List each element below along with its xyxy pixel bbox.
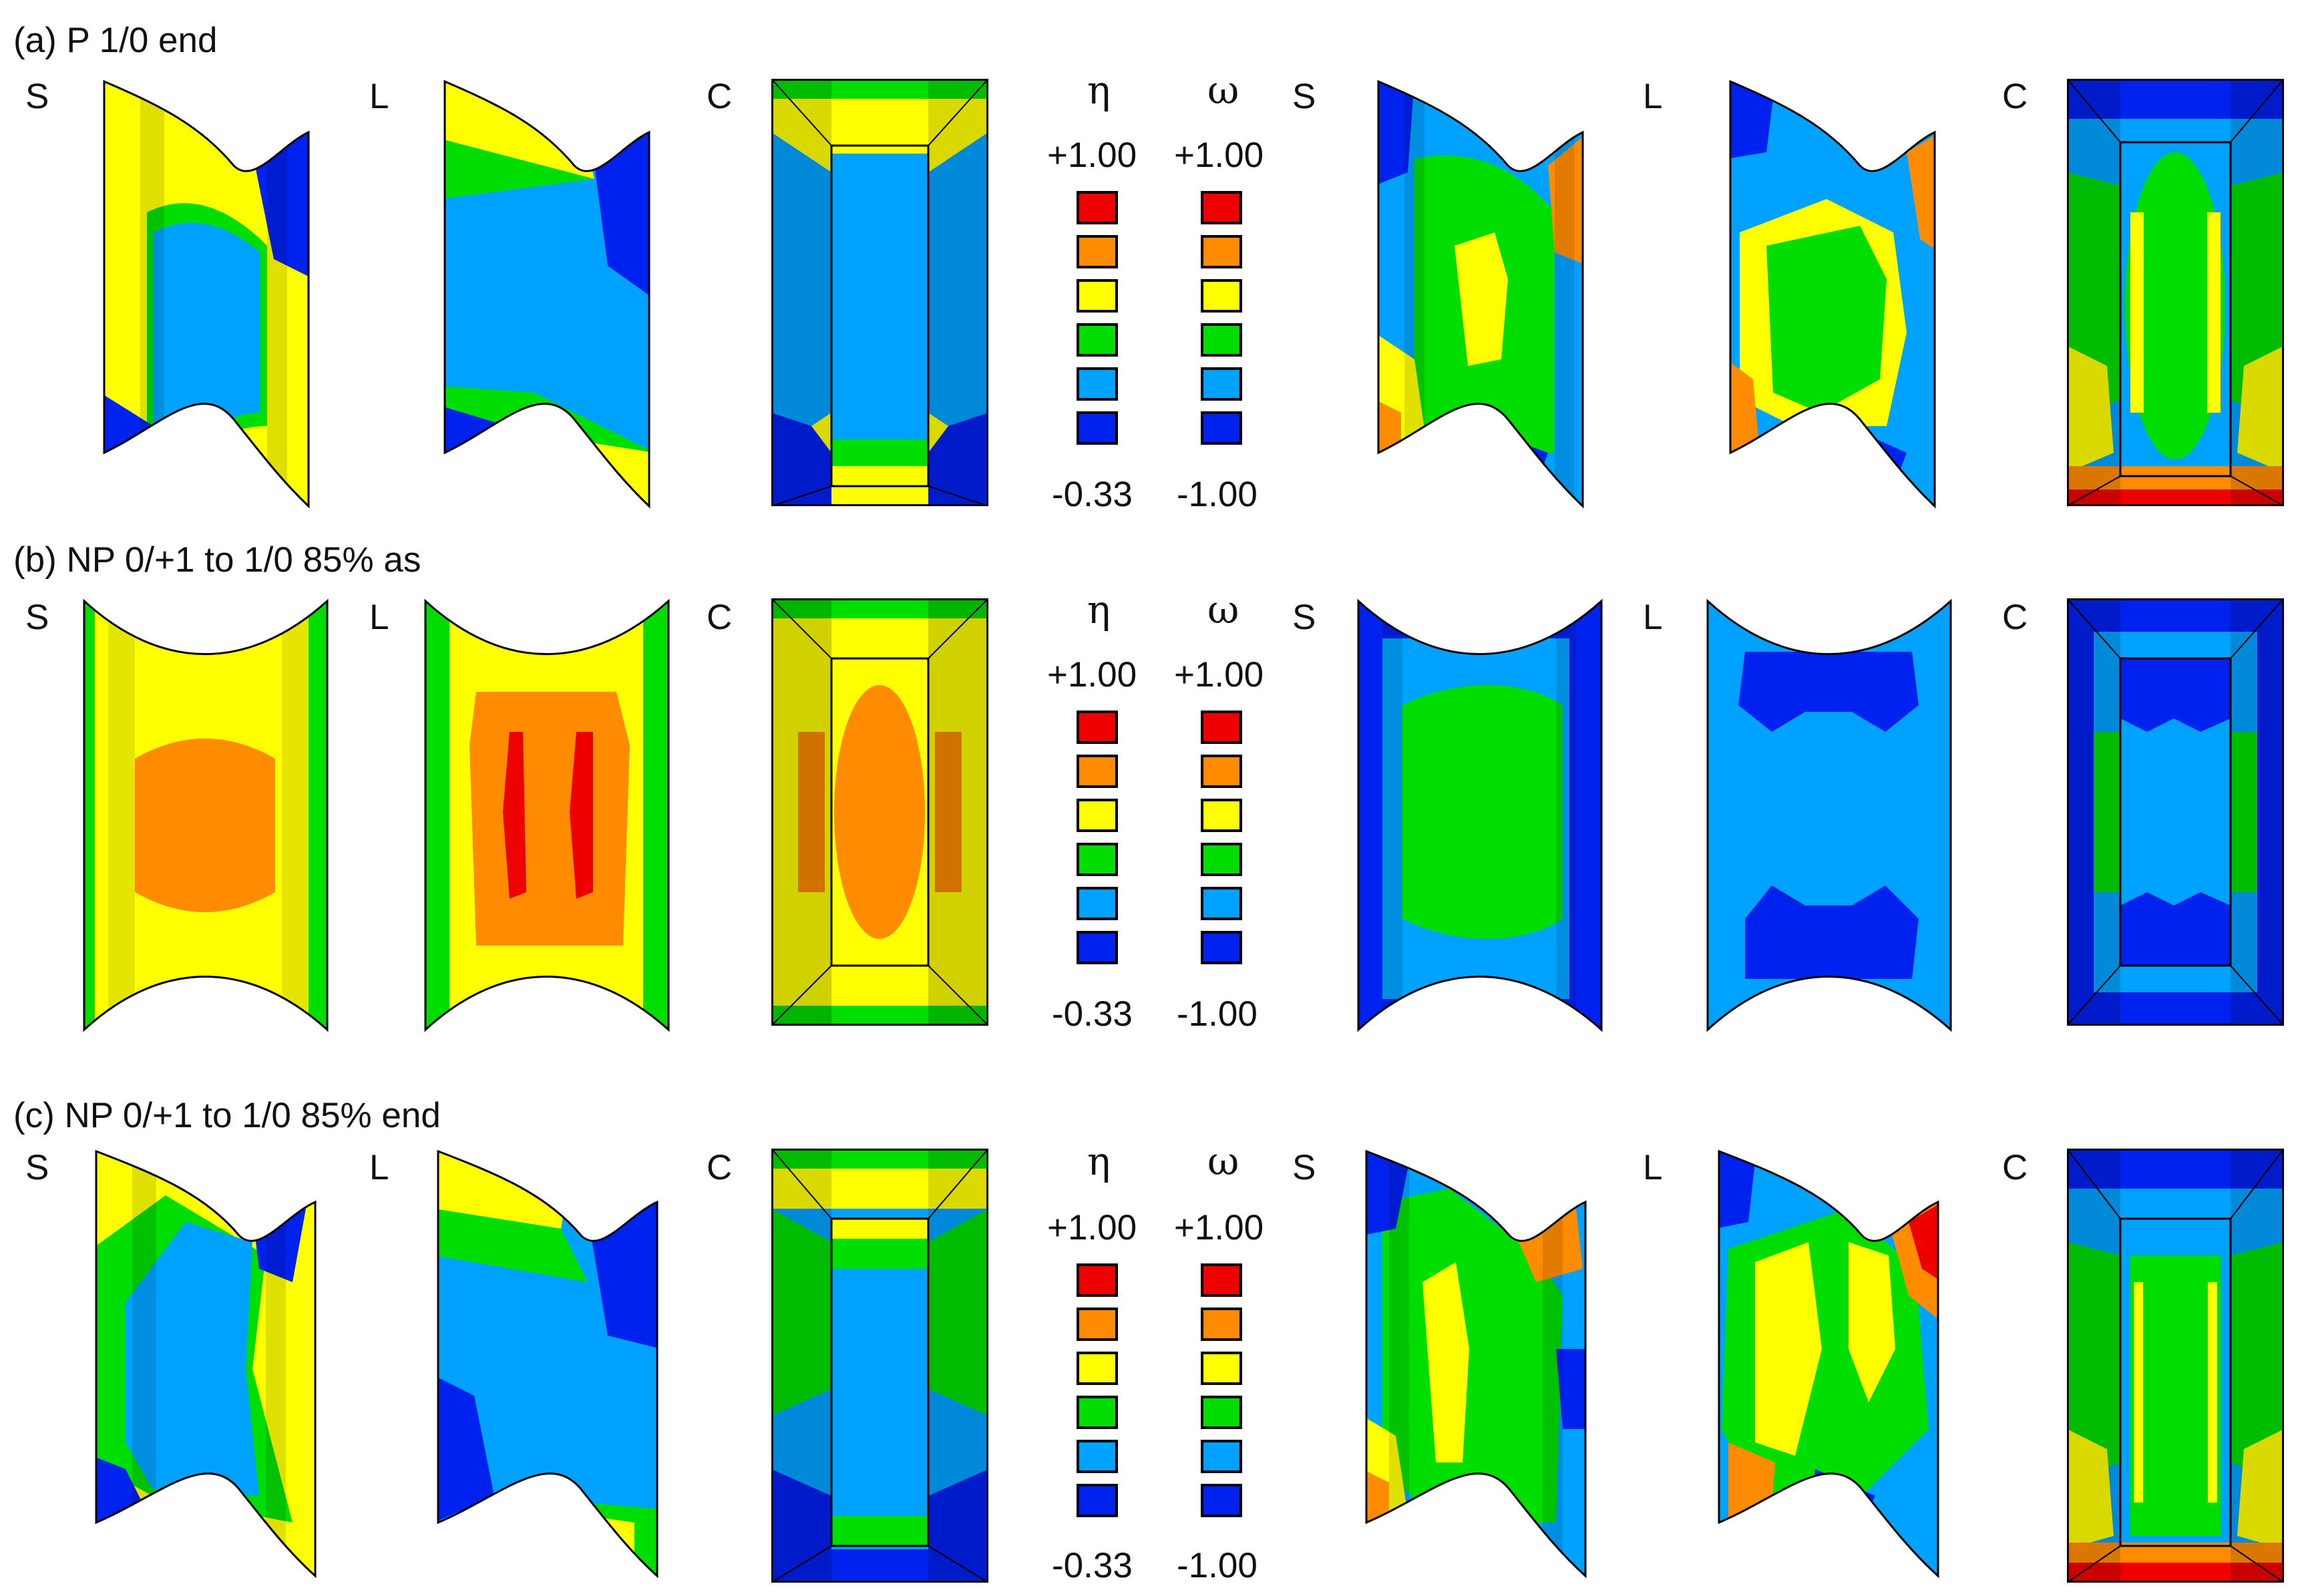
row-b-eta-l-contour (424, 598, 670, 1032)
row-c-omega-swatch-1 (1201, 1263, 1242, 1297)
row-a-omega-s-contour (1377, 79, 1584, 509)
row-b-eta-swatch-3 (1077, 799, 1118, 832)
row-c-eta-l-label: L (369, 1148, 389, 1187)
row-b-eta-swatch-1 (1077, 711, 1118, 744)
row-b-eta-min: -0.33 (1052, 994, 1133, 1034)
row-c-omega-l-contour (1718, 1149, 1939, 1579)
row-b-omega-swatch-2 (1201, 755, 1242, 788)
row-a-eta-swatch-3 (1077, 279, 1118, 313)
row-c-omega-swatch-6 (1201, 1484, 1242, 1517)
row-c-omega-min: -1.00 (1177, 1546, 1258, 1585)
row-a-omega-swatch-4 (1201, 323, 1242, 357)
row-c-omega-max: +1.00 (1174, 1208, 1264, 1247)
row-a-eta-swatch-5 (1077, 367, 1118, 401)
row-a-eta-c-label: C (707, 77, 733, 116)
row-c-omega-legend-symbol: ω (1207, 1139, 1239, 1184)
row-b-eta-s-contour (83, 598, 329, 1032)
row-b-omega-s-contour (1357, 598, 1603, 1032)
row-c-eta-min: -0.33 (1052, 1546, 1133, 1585)
row-a-omega-swatch-2 (1201, 235, 1242, 268)
row-a-eta-legend-symbol: η (1087, 67, 1111, 113)
row-a-omega-l-contour (1729, 79, 1936, 509)
row-a-omega-c-contour (2067, 79, 2284, 506)
row-c-omega-s-label: S (1292, 1148, 1316, 1187)
row-a-omega-swatch-3 (1201, 279, 1242, 313)
row-a-omega-l-label: L (1643, 77, 1663, 116)
row-a-eta-l-contour (443, 79, 650, 509)
row-a-eta-swatch-4 (1077, 323, 1118, 357)
row-b-omega-swatch-4 (1201, 843, 1242, 876)
row-c-eta-swatch-3 (1077, 1352, 1118, 1385)
row-b-omega-swatch-1 (1201, 711, 1242, 744)
row-b-omega-min: -1.00 (1177, 994, 1258, 1034)
row-b-omega-c-label: C (2002, 598, 2028, 637)
row-c-eta-max: +1.00 (1047, 1208, 1137, 1247)
row-c-eta-legend-symbol: η (1087, 1139, 1111, 1184)
row-b-omega-swatch-6 (1201, 931, 1242, 964)
row-b-omega-c-contour (2067, 598, 2284, 1026)
row-c-title: (c) NP 0/+1 to 1/0 85% end (13, 1096, 441, 1135)
row-a-eta-swatch-2 (1077, 235, 1118, 268)
row-c-eta-swatch-6 (1077, 1484, 1118, 1517)
row-c-omega-swatch-3 (1201, 1352, 1242, 1385)
row-a-title: (a) P 1/0 end (13, 21, 218, 60)
row-c-eta-swatch-4 (1077, 1396, 1118, 1429)
row-a-omega-max: +1.00 (1174, 136, 1264, 175)
row-b-eta-l-label: L (369, 598, 389, 637)
row-b-eta-legend-symbol: η (1087, 587, 1111, 632)
row-c-eta-c-contour (771, 1149, 988, 1583)
row-c-eta-c-label: C (707, 1148, 733, 1187)
row-b-eta-c-label: C (707, 598, 733, 637)
row-a-eta-swatch-1 (1077, 191, 1118, 224)
row-b-omega-swatch-3 (1201, 799, 1242, 832)
row-b-eta-swatch-6 (1077, 931, 1118, 964)
row-c-omega-s-contour (1365, 1149, 1587, 1579)
row-b-omega-max: +1.00 (1174, 655, 1264, 694)
row-b-omega-s-label: S (1292, 598, 1316, 637)
row-b-title: (b) NP 0/+1 to 1/0 85% as (13, 540, 421, 580)
row-c-eta-s-contour (95, 1149, 317, 1579)
row-c-eta-s-label: S (25, 1148, 49, 1187)
row-c-eta-swatch-1 (1077, 1263, 1118, 1297)
row-b-eta-swatch-4 (1077, 843, 1118, 876)
row-c-eta-swatch-5 (1077, 1440, 1118, 1473)
row-a-omega-min: -1.00 (1177, 475, 1258, 514)
row-c-eta-l-contour (437, 1149, 658, 1579)
row-b-eta-max: +1.00 (1047, 655, 1137, 694)
row-a-omega-s-label: S (1292, 77, 1316, 116)
row-c-omega-swatch-4 (1201, 1396, 1242, 1429)
row-c-eta-swatch-2 (1077, 1308, 1118, 1341)
row-b-omega-l-label: L (1643, 598, 1663, 637)
row-a-eta-l-label: L (369, 77, 389, 116)
row-b-eta-s-label: S (25, 598, 49, 637)
row-b-omega-legend-symbol: ω (1207, 587, 1239, 632)
row-c-omega-swatch-2 (1201, 1308, 1242, 1341)
row-b-eta-c-contour (771, 598, 988, 1026)
row-a-omega-swatch-1 (1201, 191, 1242, 224)
row-a-omega-swatch-6 (1201, 411, 1242, 445)
row-a-omega-legend-symbol: ω (1207, 67, 1239, 113)
row-b-omega-swatch-5 (1201, 887, 1242, 920)
row-c-omega-c-contour (2067, 1149, 2284, 1583)
row-b-omega-l-contour (1706, 598, 1952, 1032)
row-a-eta-min: -0.33 (1052, 475, 1133, 514)
row-a-eta-s-label: S (25, 77, 49, 116)
row-a-omega-c-label: C (2002, 77, 2028, 116)
row-c-omega-l-label: L (1643, 1148, 1663, 1187)
row-c-omega-c-label: C (2002, 1148, 2028, 1187)
row-a-eta-c-contour (771, 79, 988, 506)
row-c-omega-swatch-5 (1201, 1440, 1242, 1473)
row-a-omega-swatch-5 (1201, 367, 1242, 401)
row-a-eta-max: +1.00 (1047, 136, 1137, 175)
row-b-eta-swatch-5 (1077, 887, 1118, 920)
row-a-eta-s-contour (103, 79, 310, 509)
row-a-eta-swatch-6 (1077, 411, 1118, 445)
row-b-eta-swatch-2 (1077, 755, 1118, 788)
